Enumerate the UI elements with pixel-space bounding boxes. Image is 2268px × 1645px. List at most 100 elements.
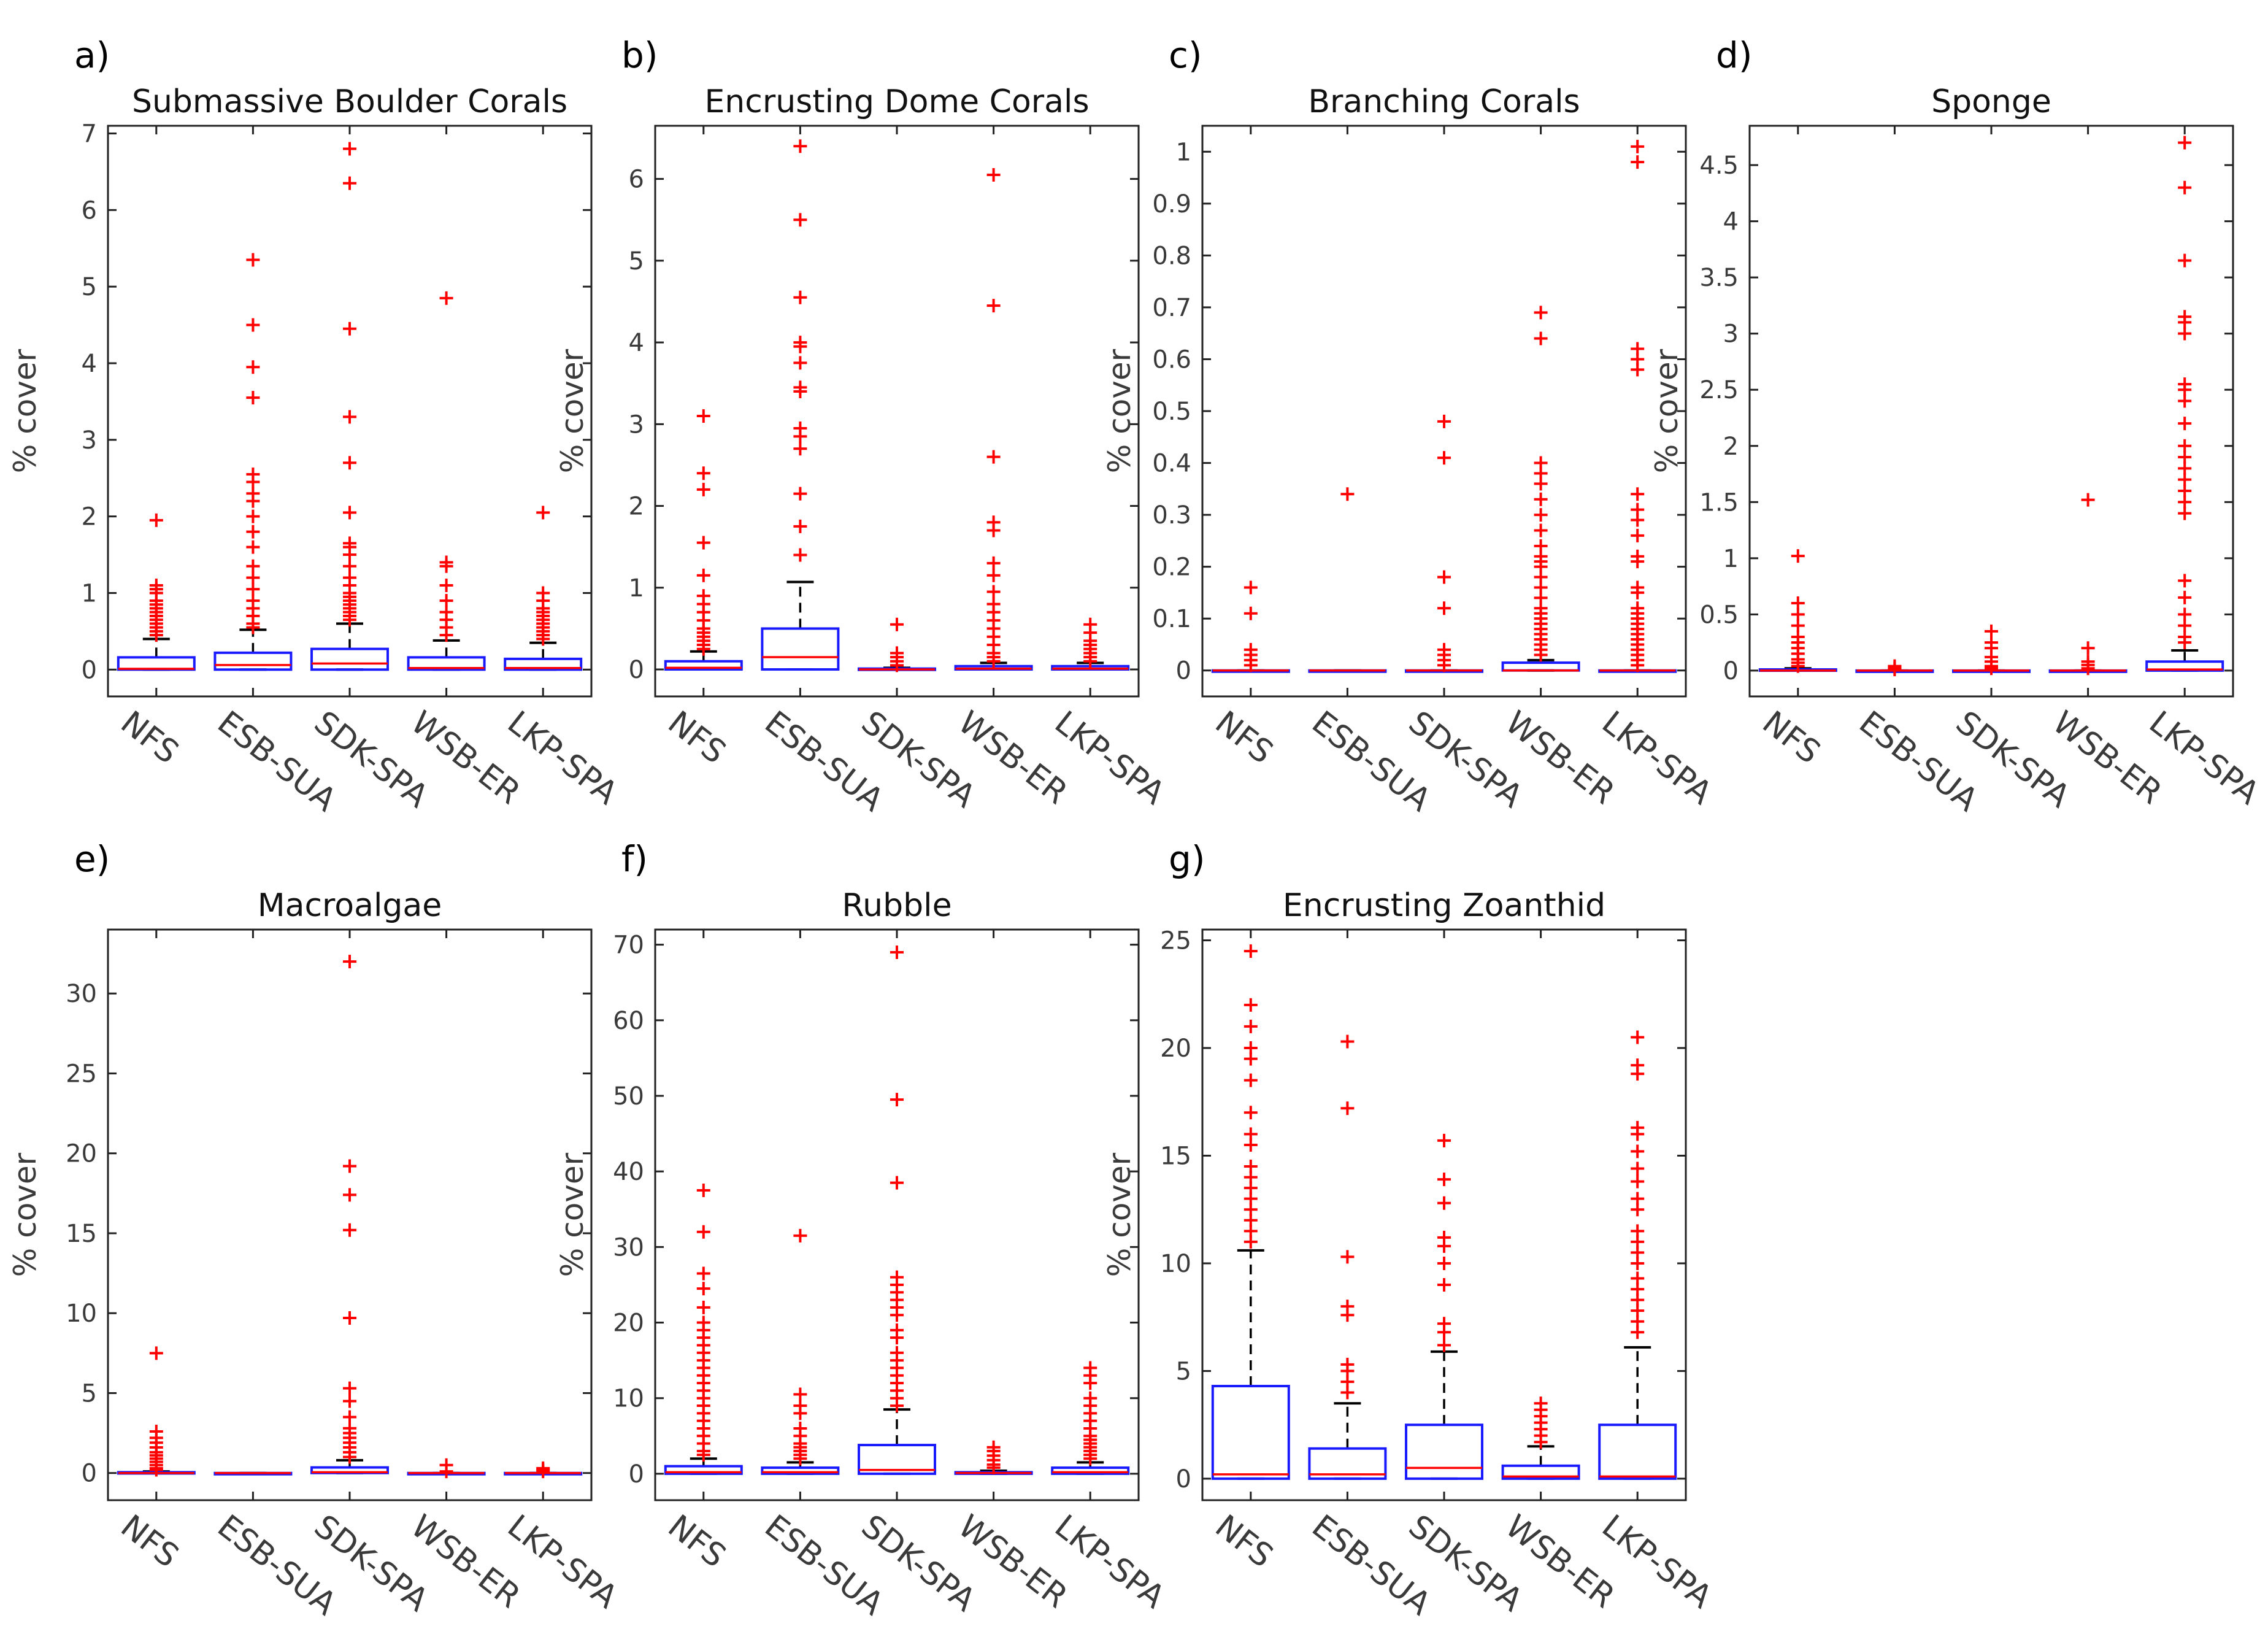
y-tick-label: 6 <box>82 196 97 225</box>
outlier-marker <box>890 1346 904 1360</box>
outlier-marker <box>439 605 453 619</box>
outlier-marker <box>1985 624 1998 638</box>
category-label: LKP-SPA <box>501 704 625 812</box>
outlier-marker <box>793 1228 807 1242</box>
outlier-marker <box>2178 310 2192 324</box>
outlier-marker <box>793 519 807 533</box>
outlier-marker <box>1631 1030 1645 1044</box>
outlier-marker <box>696 466 710 480</box>
box-lkp-spa <box>1598 1030 1677 1480</box>
outlier-marker <box>2178 417 2192 431</box>
panel-letter: b) <box>621 34 658 76</box>
outlier-marker <box>149 513 163 527</box>
box-lkp-spa <box>504 1461 583 1479</box>
iqr-box <box>1308 1447 1387 1480</box>
outlier-marker <box>536 506 550 520</box>
panel-title: Macroalgae <box>258 887 442 924</box>
outlier-marker <box>246 391 260 405</box>
box-lkp-spa <box>1598 139 1677 673</box>
category-label: LKP-SPA <box>1048 1508 1172 1616</box>
y-tick-label: 0.5 <box>1152 398 1191 426</box>
outlier-marker <box>246 360 260 374</box>
panel-title: Sponge <box>1931 83 2051 120</box>
outlier-marker <box>793 1421 807 1435</box>
y-tick-label: 7 <box>82 120 97 148</box>
y-tick-label: 10 <box>613 1385 644 1413</box>
box-nfs <box>664 1183 743 1475</box>
outlier-marker <box>343 1223 356 1237</box>
y-tick-label: 0.9 <box>1152 190 1191 218</box>
box-sdk-spa <box>1405 1133 1483 1480</box>
y-tick-label: 1 <box>1723 545 1739 573</box>
outlier-marker <box>1631 1192 1645 1206</box>
y-tick-label: 1 <box>82 579 97 607</box>
category-label: NFS <box>1756 704 1827 771</box>
iqr-box <box>761 1466 840 1475</box>
outlier-marker <box>1534 492 1548 506</box>
outlier-marker <box>1791 549 1805 563</box>
outlier-marker <box>793 1399 807 1413</box>
outlier-marker <box>246 571 260 585</box>
outlier-marker <box>696 409 710 423</box>
iqr-box <box>1501 661 1580 672</box>
outlier-marker <box>1631 601 1645 615</box>
box-nfs <box>664 409 743 671</box>
y-tick-label: 0 <box>82 656 97 684</box>
outlier-marker <box>1437 1133 1451 1147</box>
axes-frame <box>654 125 1140 698</box>
outlier-marker <box>1437 1173 1451 1187</box>
y-tick-label: 0 <box>1723 657 1739 685</box>
outlier-marker <box>1631 1162 1645 1176</box>
box-lkp-spa <box>1051 1361 1130 1475</box>
outlier-marker <box>986 515 1001 530</box>
outlier-marker <box>696 1225 710 1239</box>
iqr-box <box>858 1444 936 1475</box>
outlier-marker <box>890 1270 904 1284</box>
outlier-marker <box>890 1176 904 1190</box>
outlier-marker <box>343 1410 356 1424</box>
outlier-marker <box>343 506 356 520</box>
y-tick-label: 4 <box>629 329 644 357</box>
outlier-marker <box>2178 136 2192 150</box>
box-esb-sua <box>213 253 293 671</box>
outlier-marker <box>1244 1127 1258 1141</box>
outlier-marker <box>246 525 260 539</box>
outlier-marker <box>1244 642 1258 657</box>
box-esb-sua <box>761 139 840 671</box>
outlier-marker <box>696 1282 710 1296</box>
outlier-marker <box>1534 523 1548 537</box>
panel-letter: d) <box>1716 34 1752 76</box>
y-tick-label: 4 <box>1723 208 1739 236</box>
outlier-marker <box>246 509 260 523</box>
outlier-marker <box>986 568 1001 582</box>
outlier-marker <box>439 291 453 305</box>
iqr-box <box>213 651 293 671</box>
outlier-marker <box>986 168 1001 182</box>
y-tick-label: 15 <box>1160 1142 1191 1170</box>
outlier-marker <box>793 487 807 501</box>
outlier-marker <box>2178 439 2192 453</box>
outlier-marker <box>343 142 356 156</box>
box-nfs <box>117 1346 196 1477</box>
outlier-marker <box>793 290 807 304</box>
outlier-marker <box>1631 155 1645 169</box>
outlier-marker <box>1534 508 1548 522</box>
y-axis-label: % cover <box>555 1152 590 1277</box>
outlier-marker <box>1244 1041 1258 1055</box>
outlier-marker <box>2178 377 2192 391</box>
outlier-marker <box>246 253 260 267</box>
box-wsb-er <box>407 291 486 671</box>
y-tick-label: 3 <box>82 426 97 455</box>
y-tick-label: 2 <box>1723 433 1739 461</box>
category-label: NFS <box>1209 1508 1280 1575</box>
y-tick-label: 1 <box>1176 138 1191 166</box>
box-wsb-er <box>954 168 1033 671</box>
outlier-marker <box>1631 1271 1645 1285</box>
outlier-marker <box>793 1387 807 1401</box>
outlier-marker <box>536 1461 550 1475</box>
y-tick-label: 2.5 <box>1699 376 1739 404</box>
outlier-marker <box>1631 528 1645 542</box>
outlier-marker <box>2178 607 2192 622</box>
